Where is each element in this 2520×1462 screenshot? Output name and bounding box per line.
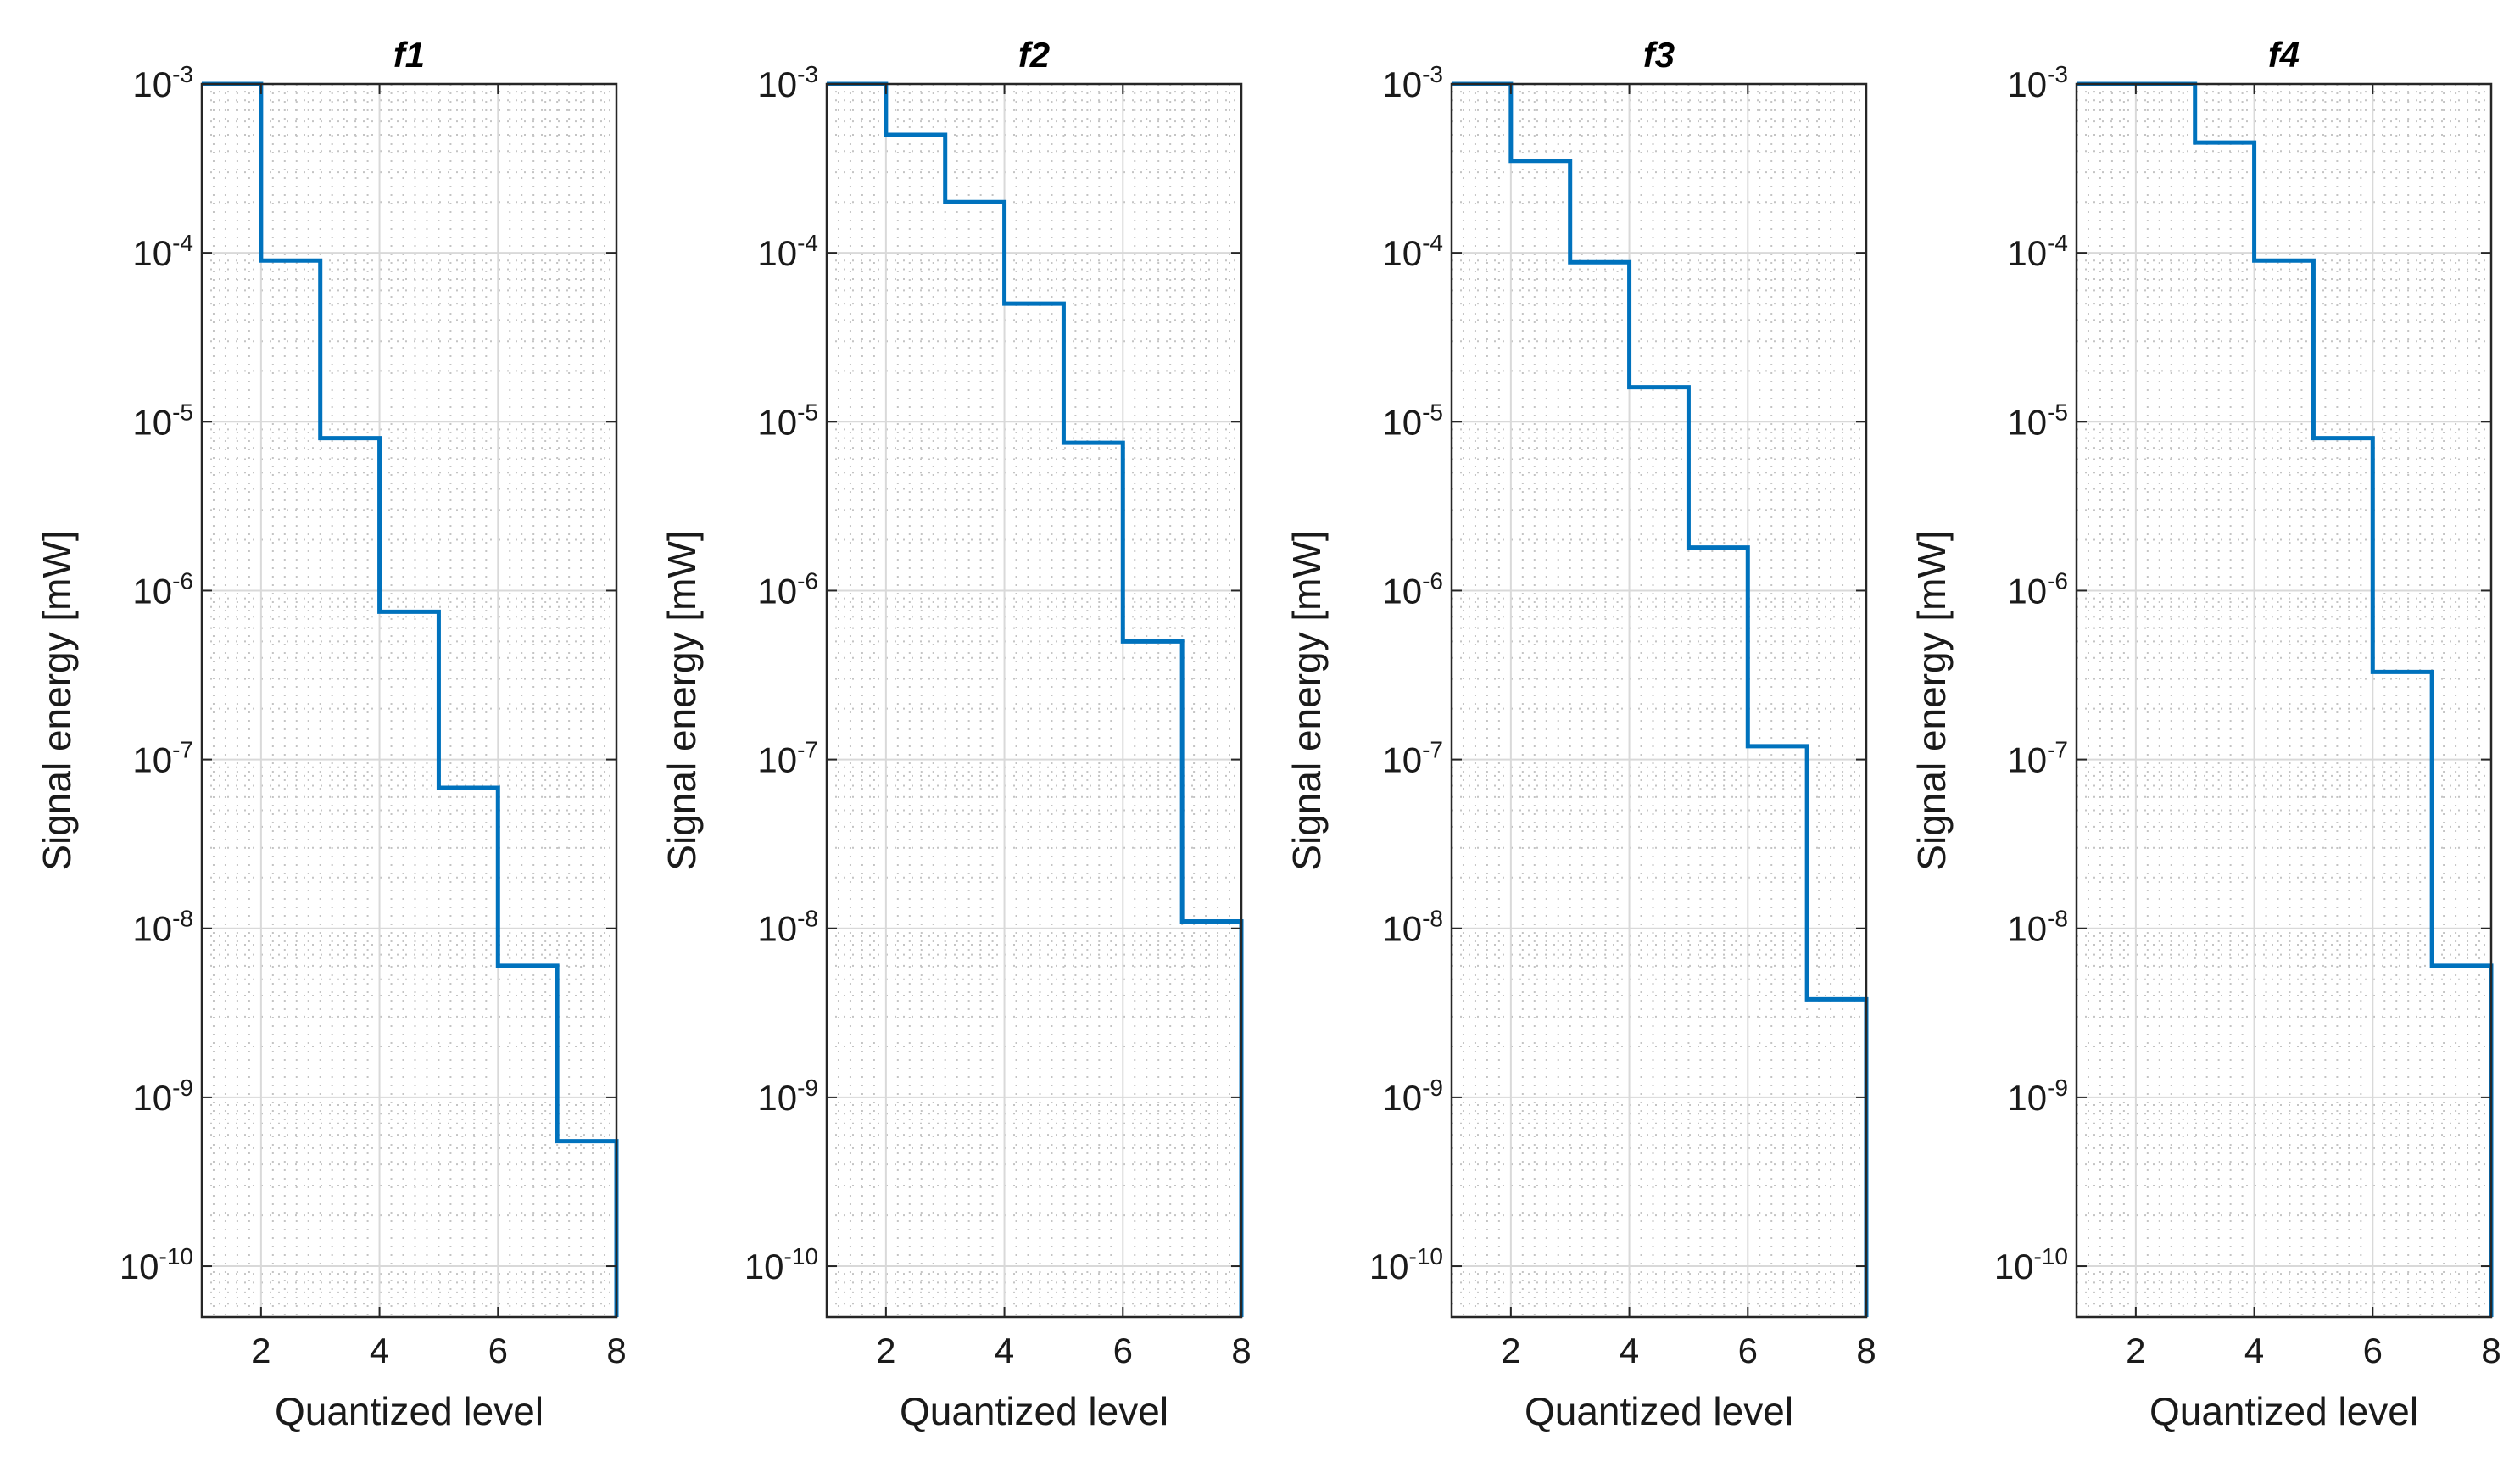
subplot-f3: 10-3 10-4 10-5 10-6 10-7 10-8 10-9 10-10 2 4 6 8 f3 Q… [1285,35,1876,1433]
y-axis-label: Signal energy [mW] [35,530,79,870]
y-tick-label: 10-3 [132,61,193,104]
y-tick-label: 10-9 [2007,1074,2068,1118]
y-axis-label: Signal energy [mW] [1285,530,1329,870]
y-tick-label: 10-7 [757,737,818,780]
y-tick-label: 10-8 [757,906,818,949]
y-tick-label: 10-9 [757,1074,818,1118]
y-tick-label: 10-5 [2007,399,2068,442]
y-tick-label: 10-6 [132,567,193,611]
y-tick-label: 10-4 [1382,230,1443,273]
minor-grid-y [2077,91,2491,1305]
x-tick-label: 8 [1856,1331,1876,1370]
series-line [202,81,619,1317]
y-tick-label: 10-5 [132,399,193,442]
x-tick-label: 2 [1501,1331,1520,1370]
x-tick-label: 4 [2244,1331,2264,1370]
chart-title: f2 [1018,35,1050,75]
x-tick-label: 6 [488,1331,508,1370]
x-tick-label: 6 [1113,1331,1133,1370]
y-tick-label: 10-10 [744,1243,818,1286]
x-tick-label: 2 [251,1331,270,1370]
y-tick-label: 10-4 [757,230,818,273]
y-tick-label: 10-7 [1382,737,1443,780]
y-tick-label: 10-5 [1382,399,1443,442]
series-line [2077,81,2494,1317]
y-tick-label: 10-5 [757,399,818,442]
y-tick-label: 10-3 [1382,61,1443,104]
y-tick-label: 10-10 [1369,1243,1443,1286]
x-tick-label: 2 [2126,1331,2145,1370]
y-tick-label: 10-4 [132,230,193,273]
series-line [1452,81,1869,1317]
axes-box [1450,82,1868,1319]
y-tick-label: 10-3 [2007,61,2068,104]
x-axis-label: Quantized level [900,1389,1168,1433]
tick-marks [202,83,617,1317]
y-tick-label: 10-4 [2007,230,2068,273]
y-tick-label: 10-10 [1994,1243,2068,1286]
y-axis-label: Signal energy [mW] [1910,530,1954,870]
y-tick-label: 10-7 [2007,737,2068,780]
plot-area [827,84,1241,1317]
minor-grid-x [2087,84,2481,1317]
y-tick-label: 10-8 [1382,906,1443,949]
minor-grid-x [837,84,1231,1317]
y-tick-label: 10-8 [132,906,193,949]
x-tick-label: 8 [1231,1331,1251,1370]
chart-title: f3 [1643,35,1675,75]
x-axis-label: Quantized level [2149,1389,2418,1433]
minor-grid-y [202,91,616,1305]
y-axis-label: Signal energy [mW] [660,530,704,870]
subplot-f1: 10-3 10-4 10-5 10-6 10-7 10-8 10-9 10-10 2 4 6 8 f1 Q… [35,35,627,1433]
y-tick-label: 10-7 [132,737,193,780]
x-tick-label: 8 [606,1331,626,1370]
y-tick-label: 10-8 [2007,906,2068,949]
subplot-f2: 10-3 10-4 10-5 10-6 10-7 10-8 10-9 10-10 2 4 6 8 f2 Q… [660,35,1252,1433]
x-tick-label: 8 [2481,1331,2500,1370]
x-axis-label: Quantized level [275,1389,544,1433]
y-tick-label: 10-3 [757,61,818,104]
x-tick-label: 4 [370,1331,389,1370]
plot-area [1452,84,1866,1317]
y-tick-label: 10-10 [120,1243,193,1286]
tick-marks [827,83,1242,1317]
axes-box [200,82,618,1319]
minor-grid-x [1462,84,1856,1317]
minor-grid-y [1452,91,1866,1305]
chart-title: f4 [2268,35,2300,75]
y-tick-label: 10-6 [757,567,818,611]
y-tick-label: 10-9 [132,1074,193,1118]
tick-marks [1452,83,1867,1317]
series-line [827,81,1244,1317]
axes-box [2075,82,2493,1319]
y-tick-label: 10-6 [1382,567,1443,611]
x-tick-label: 4 [1620,1331,1639,1370]
axes-box [825,82,1243,1319]
minor-grid-y [827,91,1241,1305]
y-tick-label: 10-6 [2007,567,2068,611]
chart-title: f1 [393,35,425,75]
plot-area [2077,84,2491,1317]
y-tick-label: 10-9 [1382,1074,1443,1118]
plot-area [202,84,616,1317]
x-tick-label: 2 [876,1331,895,1370]
x-axis-label: Quantized level [1525,1389,1793,1433]
x-tick-label: 6 [1738,1331,1758,1370]
subplot-f4: 10-3 10-4 10-5 10-6 10-7 10-8 10-9 10-10 2 4 6 8 f4 Q… [1910,35,2501,1433]
x-tick-label: 4 [995,1331,1014,1370]
tick-marks [2077,83,2492,1317]
x-tick-label: 6 [2363,1331,2383,1370]
